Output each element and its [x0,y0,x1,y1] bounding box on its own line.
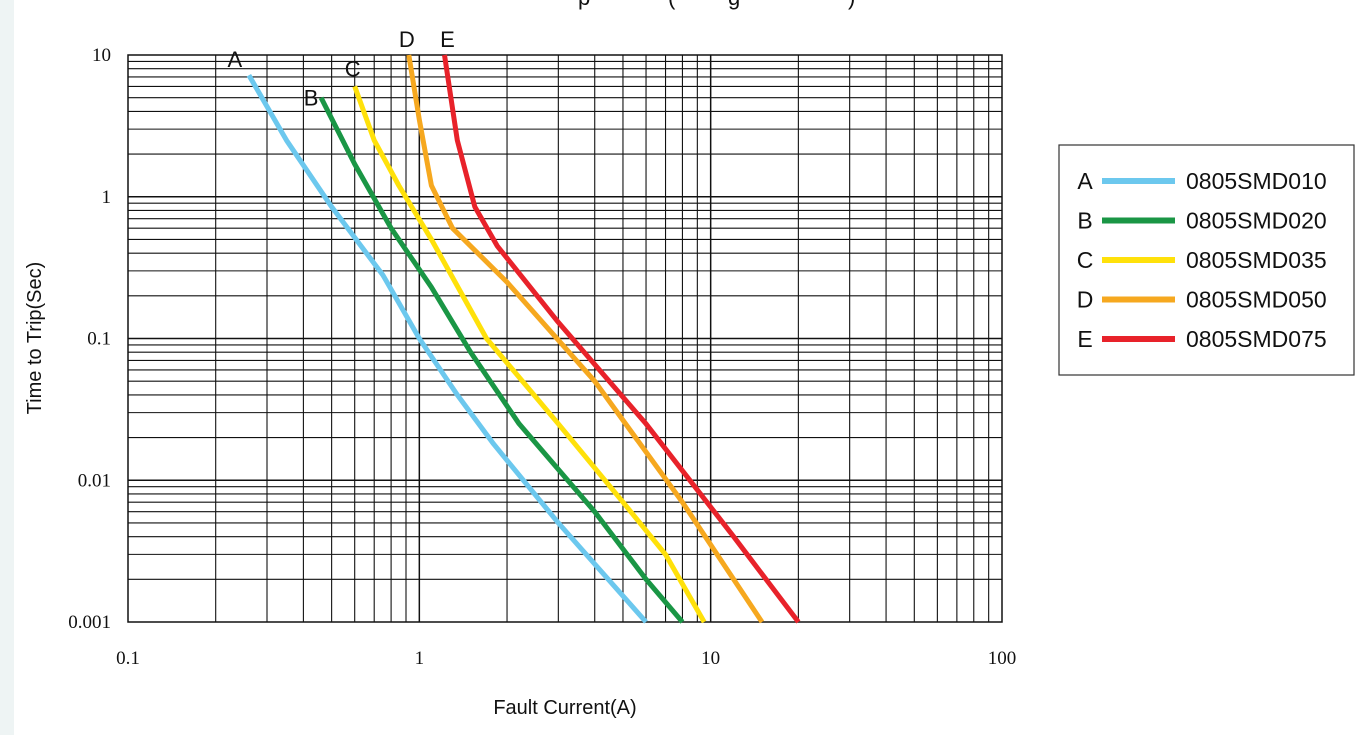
y-tick-label: 0.001 [68,612,111,633]
chart-title-fragment: p ( g ) [578,0,855,10]
curve-letter-b: B [304,86,319,111]
y-tick-label: 0.01 [78,470,111,491]
x-tick-label: 100 [988,648,1017,669]
x-axis-label: Fault Current(A) [493,697,636,719]
curve-letter-d: D [399,27,415,52]
legend-label-b: 0805SMD020 [1186,208,1327,234]
tick-labels: 0.1 1 10 100 10 1 0.1 0.01 0.001 [68,45,1016,669]
series-line-b [318,96,685,624]
curve-letter-e: E [440,27,455,52]
x-tick-label: 0.1 [116,648,140,669]
y-tick-label: 10 [92,45,111,66]
legend-label-a: 0805SMD010 [1186,168,1327,194]
series-line-c [352,85,707,624]
legend-key-a: A [1077,168,1093,194]
curve-letters: A B C D E [228,27,455,111]
legend-label-e: 0805SMD075 [1186,326,1327,352]
title-fragment-3: g [728,0,740,10]
y-tick-label: 1 [102,187,112,208]
legend-key-e: E [1077,326,1092,352]
legend: A 0805SMD010 B 0805SMD020 C 0805SMD035 D 0805SM… [1058,144,1355,376]
x-tick-label: 1 [415,648,425,669]
title-fragment-4: ) [848,0,855,10]
legend-label-d: 0805SMD050 [1186,287,1327,313]
grid-lines [128,55,1002,622]
legend-key-c: C [1077,247,1094,273]
curve-letter-c: C [345,56,361,81]
series-line-d [406,54,765,624]
title-fragment-1: p [578,0,590,10]
y-tick-label: 0.1 [87,329,111,350]
legend-label-c: 0805SMD035 [1186,247,1327,273]
legend-key-b: B [1077,208,1092,234]
title-fragment-2: ( [668,0,676,10]
series-line-e [442,54,801,624]
series-lines [246,54,801,624]
y-axis-label: Time to Trip(Sec) [24,262,46,415]
plot-area-frame [127,54,1003,623]
curve-letter-a: A [228,47,243,72]
x-tick-label: 10 [701,648,720,669]
series-line-a [246,73,648,624]
legend-key-d: D [1077,287,1094,313]
left-margin-strip [0,0,14,735]
